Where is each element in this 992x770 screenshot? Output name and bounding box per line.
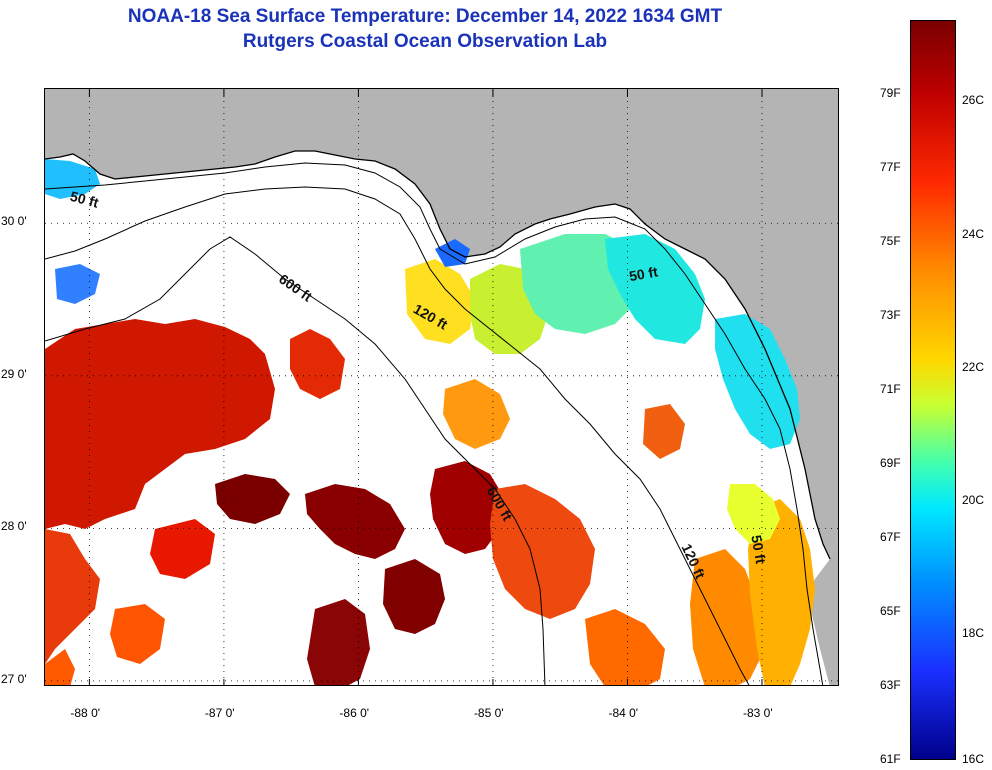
- map-subtitle: Rutgers Coastal Ocean Observation Lab: [242, 31, 608, 52]
- contour-600ft: [45, 236, 546, 685]
- lat-label-0: 30 0': [1, 214, 27, 229]
- lon-label-1: -87 0': [204, 706, 235, 720]
- colorbar-f-label-7: 65F: [880, 604, 901, 618]
- map-title: NOAA-18 Sea Surface Temperature: Decembe…: [127, 6, 723, 27]
- colorbar-f-label-0: 79F: [880, 86, 901, 100]
- coastline: [45, 150, 831, 560]
- colorbar-c-label-3: 20C: [962, 493, 985, 507]
- lat-label-3: 27 0': [1, 671, 27, 686]
- colorbar-c-label-4: 18C: [962, 626, 985, 641]
- contour-label-0: 50 ft: [68, 188, 100, 211]
- colorbar-f-label-5: 69F: [880, 456, 901, 470]
- colorbar-f-label-9: 61F: [880, 752, 901, 766]
- colorbar-f-label-4: 71F: [880, 382, 901, 396]
- colorbar-c-label-1: 24C: [962, 226, 985, 241]
- colorbar-f-label-8: 63F: [880, 678, 901, 692]
- lat-label-2: 28 0': [1, 519, 27, 534]
- colorbar-f-label-6: 67F: [880, 530, 901, 544]
- lon-label-3: -85 0': [473, 706, 504, 720]
- lat-label-1: 29 0': [1, 366, 27, 381]
- colorbar-c-label-5: 16C: [962, 752, 985, 766]
- contour-120ft: [45, 186, 750, 685]
- colorbar-c-label-2: 22C: [962, 359, 985, 374]
- land-area: [45, 89, 838, 559]
- contour-label-6: 50 ft: [748, 534, 769, 565]
- lon-label-0: -88 0': [70, 706, 101, 720]
- lon-label-5: -83 0': [742, 706, 773, 720]
- contour-50ft: [45, 162, 824, 685]
- contour-label-3: 50 ft: [628, 263, 659, 284]
- land-area-south: [807, 535, 838, 685]
- lon-label-2: -86 0': [339, 706, 370, 720]
- colorbar-f-label-1: 77F: [880, 160, 901, 174]
- sst-map[interactable]: 50 ft 600 ft 120 ft 50 ft 600 ft 120 ft 50 ft: [44, 88, 839, 686]
- contour-label-1: 600 ft: [276, 271, 315, 305]
- grid-lines: [45, 89, 838, 685]
- lon-label-4: -84 0': [608, 706, 639, 720]
- colorbar-f-label-3: 73F: [880, 308, 901, 322]
- colorbar-c-label-0: 26C: [962, 93, 985, 108]
- sst-patches: [45, 159, 815, 685]
- temperature-colorbar: [910, 20, 956, 760]
- colorbar-f-label-2: 75F: [880, 234, 901, 248]
